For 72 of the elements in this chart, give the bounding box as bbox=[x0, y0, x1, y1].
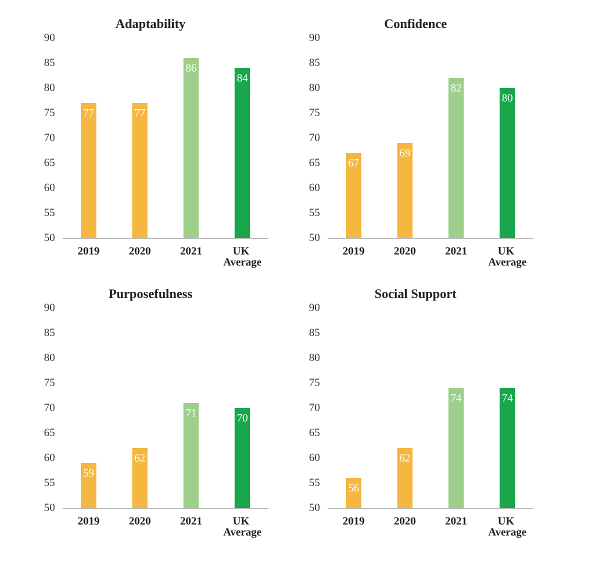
data-label: 82 bbox=[450, 82, 462, 94]
x-tick-label: 2020 bbox=[128, 246, 152, 258]
x-tick-label: UK Average bbox=[488, 246, 527, 268]
y-tick-label: 55 bbox=[309, 207, 320, 219]
data-label: 62 bbox=[134, 452, 146, 464]
y-tick-label: 75 bbox=[309, 377, 320, 389]
data-label: 80 bbox=[502, 92, 514, 104]
x-tick-label: 2019 bbox=[342, 516, 366, 528]
y-tick-label: 80 bbox=[44, 82, 56, 94]
y-tick-label: 90 bbox=[309, 302, 320, 314]
x-tick-label: 2020 bbox=[394, 246, 416, 258]
x-tick-label: 2021 bbox=[445, 516, 468, 528]
y-tick-label: 60 bbox=[309, 182, 320, 194]
x-tick-label: 2019 bbox=[342, 246, 366, 258]
y-tick-label: 50 bbox=[44, 232, 56, 244]
y-tick-label: 80 bbox=[44, 352, 56, 364]
y-tick-label: 70 bbox=[309, 132, 320, 144]
x-tick-label: UK Average bbox=[223, 516, 262, 538]
y-tick-label: 65 bbox=[44, 157, 56, 169]
y-tick-label: 65 bbox=[309, 157, 320, 169]
chart-title: Purposefulness bbox=[108, 286, 192, 301]
y-tick-label: 85 bbox=[44, 327, 56, 339]
y-tick-label: 90 bbox=[44, 32, 56, 44]
x-tick-label: 2020 bbox=[128, 516, 152, 528]
y-tick-label: 60 bbox=[44, 452, 56, 464]
data-label: 69 bbox=[399, 148, 411, 160]
y-tick-label: 85 bbox=[44, 57, 56, 69]
y-tick-label: 85 bbox=[309, 57, 320, 69]
x-tick-label: 2021 bbox=[180, 516, 202, 528]
y-tick-label: 75 bbox=[309, 107, 320, 119]
y-tick-label: 50 bbox=[309, 232, 320, 244]
data-label: 84 bbox=[236, 72, 248, 84]
y-tick-label: 65 bbox=[309, 427, 320, 439]
y-tick-label: 75 bbox=[44, 377, 56, 389]
y-tick-label: 55 bbox=[44, 477, 56, 489]
y-tick-label: 60 bbox=[309, 452, 320, 464]
y-tick-label: 90 bbox=[309, 32, 320, 44]
chart-title: Adaptability bbox=[115, 16, 186, 31]
y-tick-label: 85 bbox=[309, 327, 320, 339]
data-label: 56 bbox=[348, 482, 360, 494]
chart-title: Confidence bbox=[384, 16, 448, 31]
y-tick-label: 75 bbox=[44, 107, 56, 119]
x-tick-label: 2019 bbox=[78, 246, 100, 258]
y-tick-label: 70 bbox=[309, 402, 320, 414]
data-label: 59 bbox=[83, 468, 95, 480]
x-tick-label: 2021 bbox=[180, 246, 202, 258]
y-tick-label: 65 bbox=[44, 427, 56, 439]
y-tick-label: 90 bbox=[44, 302, 56, 314]
data-label: 71 bbox=[186, 408, 197, 420]
y-tick-label: 55 bbox=[309, 477, 320, 489]
data-label: 70 bbox=[236, 412, 248, 424]
x-tick-label: 2019 bbox=[78, 516, 100, 528]
x-tick-label: UK Average bbox=[223, 246, 262, 268]
data-label: 74 bbox=[450, 392, 462, 404]
data-label: 74 bbox=[502, 392, 514, 404]
x-tick-label: 2021 bbox=[445, 246, 468, 258]
y-tick-label: 80 bbox=[309, 82, 320, 94]
data-label: 77 bbox=[134, 108, 146, 120]
y-tick-label: 70 bbox=[44, 402, 56, 414]
chart-title: Social Support bbox=[374, 286, 458, 301]
data-label: 86 bbox=[186, 62, 198, 74]
x-tick-label: 2020 bbox=[394, 516, 416, 528]
y-tick-label: 70 bbox=[44, 132, 56, 144]
data-label: 62 bbox=[399, 452, 410, 464]
data-label: 77 bbox=[83, 108, 95, 120]
y-tick-label: 50 bbox=[309, 502, 320, 514]
data-label: 67 bbox=[348, 158, 360, 170]
y-tick-label: 50 bbox=[44, 502, 56, 514]
y-tick-label: 55 bbox=[44, 207, 56, 219]
y-tick-label: 60 bbox=[44, 182, 56, 194]
y-tick-label: 80 bbox=[309, 352, 320, 364]
x-tick-label: UK Average bbox=[488, 516, 527, 538]
